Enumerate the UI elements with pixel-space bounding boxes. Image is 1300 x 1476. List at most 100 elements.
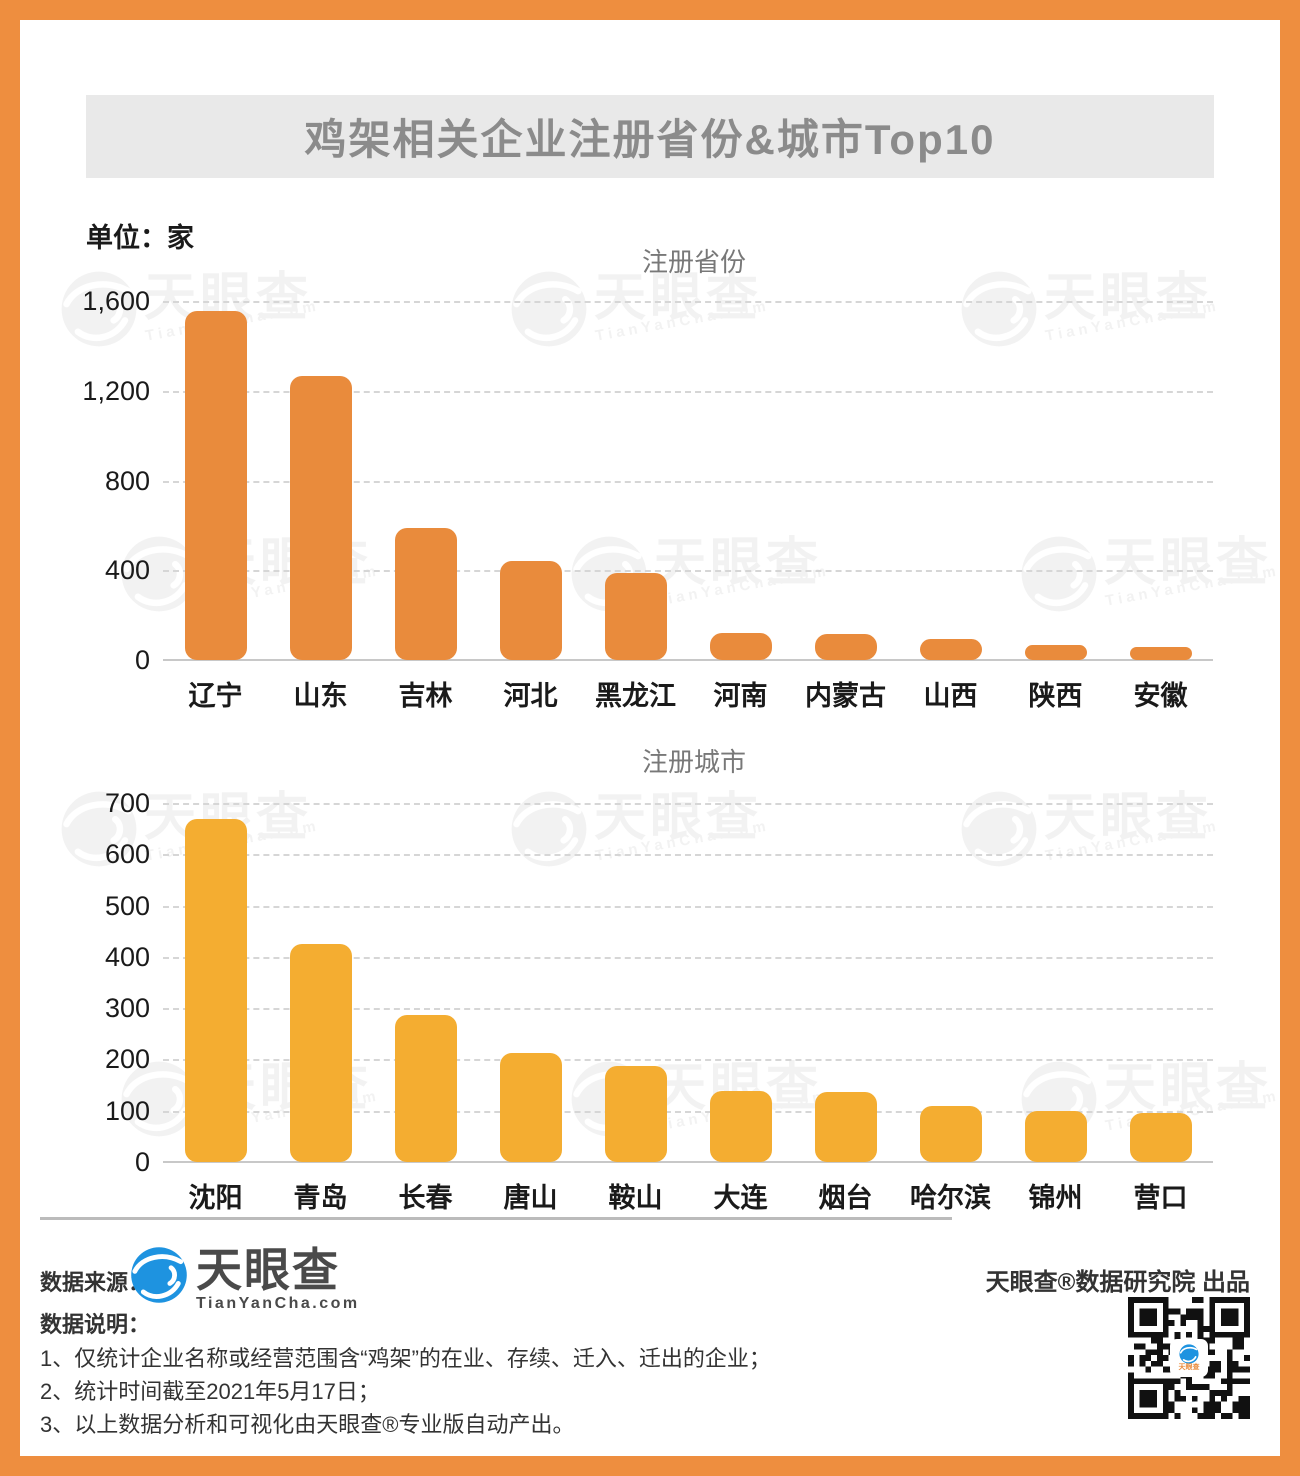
bar-slot [1003,301,1108,660]
y-tick-label: 700 [104,788,150,818]
bar-陕西 [1024,644,1087,660]
bar-锦州 [1024,1110,1087,1162]
x-tick-label: 长春 [398,1183,453,1213]
x-tick-label: 锦州 [1028,1183,1083,1213]
bar-slot [583,803,688,1162]
chart-title: 注册城市 [641,747,746,777]
bar-黑龙江 [604,572,667,660]
note-line: 2、统计时间截至2021年5月17日； [40,1379,380,1404]
bar-slot [583,301,688,660]
gridline [163,803,1213,805]
bar-吉林 [394,527,457,660]
bar-鞍山 [604,1066,667,1162]
producer-credit: 天眼查®数据研究院 出品 [985,1269,1250,1296]
bar-slot [163,301,268,660]
y-tick-label: 100 [104,1095,150,1126]
x-tick-label: 大连 [713,1183,768,1213]
chart-registered-provinces: 注册省份 1,600 1,200 800 400 0 辽宁 山东 吉林 河北 黑龙江 河南 内蒙古 山西… [40,245,1225,735]
y-tick-label: 200 [104,1044,150,1075]
bars-row [163,301,1213,660]
bar-沈阳 [184,819,247,1162]
y-tick-label: 400 [104,941,150,972]
y-tick-label: 1,200 [82,375,150,406]
x-tick-label: 烟台 [818,1183,873,1213]
qr-logo-text: 天眼查 [1178,1364,1200,1371]
x-axis-labels: 辽宁 山东 吉林 河北 黑龙江 河南 内蒙古 山西 陕西 安徽 [163,674,1213,713]
bar-slot [793,301,898,660]
bar-slot [163,803,268,1162]
note-line: 1、仅统计企业名称或经营范围含“鸡架”的在业、存续、迁入、迁出的企业； [40,1346,771,1371]
bar-山东 [289,376,352,660]
gridline [163,480,1213,483]
page-title: 鸡架相关企业注册省份&城市Top10 [304,116,996,163]
chart-registered-cities: 注册城市 700 600 500 400 300 200 100 0 沈阳 青岛 长春 唐山 鞍山 大连 烟… [40,745,1225,1235]
x-tick-label: 辽宁 [188,681,243,711]
bar-slot [478,301,583,660]
bar-唐山 [499,1053,562,1162]
bar-河南 [709,632,772,660]
bar-slot [1108,803,1213,1162]
x-tick-label: 哈尔滨 [910,1183,991,1213]
bar-内蒙古 [814,633,877,660]
x-tick-label: 河北 [503,681,558,711]
tianyancha-logo: 天眼查 TianYanCha.com [130,1246,360,1313]
bar-长春 [394,1015,457,1162]
y-tick-label: 300 [104,993,150,1024]
tianyancha-swirl-icon [1179,1344,1199,1364]
gridline [163,1008,1213,1011]
x-axis-labels: 沈阳 青岛 长春 唐山 鞍山 大连 烟台 哈尔滨 锦州 营口 [163,1176,1213,1215]
logo-brand-text: 天眼查 [196,1244,340,1296]
bar-slot [268,803,373,1162]
gridline [163,570,1213,573]
bar-大连 [709,1091,772,1162]
y-tick-label: 1,600 [82,286,150,316]
tianyancha-swirl-icon [131,1247,187,1303]
bar-营口 [1129,1112,1192,1162]
x-tick-label: 山东 [293,681,348,711]
y-tick-label: 500 [104,890,150,921]
gridline [163,1059,1213,1062]
bar-山西 [919,639,982,660]
bar-slot [373,301,478,660]
y-tick-label: 800 [104,465,150,496]
plot-area: 1,600 1,200 800 400 0 辽宁 山东 吉林 河北 黑龙江 河南 内蒙古 山西 陕西 安徽 [82,286,1213,711]
bar-哈尔滨 [919,1105,982,1162]
bar-slot [793,803,898,1162]
logo-domain-text: TianYanCha.com [196,1295,360,1312]
data-notes: 1、仅统计企业名称或经营范围含“鸡架”的在业、存续、迁入、迁出的企业； 2、统计… [40,1342,771,1441]
x-tick-label: 黑龙江 [595,681,676,711]
y-tick-label: 400 [104,555,150,586]
y-tick-label: 600 [104,839,150,870]
gridline [163,905,1213,908]
bar-slot [688,803,793,1162]
gridline [163,301,1213,303]
bar-slot [898,803,1003,1162]
x-tick-label: 吉林 [398,681,453,711]
gridline [163,390,1213,393]
x-tick-label: 陕西 [1028,681,1083,711]
bar-slot [478,803,583,1162]
qr-code: 天眼查 [1128,1297,1250,1419]
chart-title: 注册省份 [641,247,746,277]
bar-slot [373,803,478,1162]
plot-area: 700 600 500 400 300 200 100 0 沈阳 青岛 长春 唐山 鞍山 大连 烟台 哈尔滨 锦… [105,788,1213,1213]
gridline [163,1110,1213,1113]
qr-center-logo: 天眼查 [1172,1341,1206,1375]
x-tick-label: 沈阳 [188,1183,243,1213]
x-tick-label: 河南 [713,681,768,711]
bar-烟台 [814,1092,877,1162]
bar-河北 [499,561,562,660]
footer-divider [40,1217,952,1220]
x-tick-label: 安徽 [1133,681,1188,711]
bar-辽宁 [184,311,247,660]
note-line: 3、以上数据分析和可视化由天眼查®专业版自动产出。 [40,1412,575,1437]
bar-slot [688,301,793,660]
x-tick-label: 鞍山 [608,1183,663,1213]
bar-slot [268,301,373,660]
unit-label: 单位：家 [86,223,194,253]
gridline [163,956,1213,959]
x-tick-label: 内蒙古 [805,681,886,711]
bar-slot [1108,301,1213,660]
